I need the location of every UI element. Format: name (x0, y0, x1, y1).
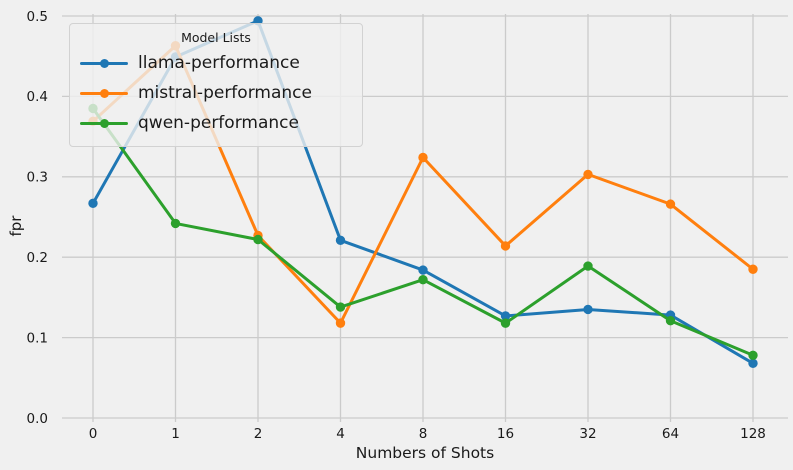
llama-performance-marker-0 (88, 198, 98, 209)
x-tick-label-0: 0 (89, 426, 98, 442)
mistral-performance-marker-64 (665, 199, 676, 209)
llama-performance-marker-128 (748, 358, 758, 369)
x-tick-label-2: 2 (254, 426, 263, 442)
qwen-performance-marker-64 (665, 316, 676, 326)
legend-item-llama: llama-performance (78, 48, 354, 78)
mistral-performance-marker-32 (583, 169, 593, 180)
qwen-performance-marker-16 (500, 318, 511, 328)
llama-performance-marker-8 (418, 265, 428, 275)
mistral-performance-marker-16 (500, 241, 511, 251)
x-axis-label: Numbers of Shots (355, 444, 495, 462)
x-tick-label-16: 16 (497, 426, 514, 442)
y-tick-label-0.2: 0.2 (27, 250, 48, 266)
mistral-performance-marker-4 (335, 318, 346, 328)
y-tick-label-0.5: 0.5 (27, 9, 48, 25)
legend-label-mistral: mistral-performance (138, 82, 312, 103)
x-tick-label-128: 128 (740, 426, 766, 442)
y-tick-label-0.3: 0.3 (27, 170, 48, 186)
mistral-performance-marker-8 (418, 152, 428, 163)
qwen-performance-marker-4 (335, 302, 346, 312)
legend-item-mistral: mistral-performance (78, 78, 354, 108)
qwen-performance-marker-1 (170, 218, 181, 229)
legend-item-qwen: qwen-performance (78, 108, 354, 138)
llama-performance-marker-32 (583, 304, 593, 315)
x-tick-label-1: 1 (171, 426, 180, 442)
legend-title: Model Lists (181, 30, 251, 45)
legend-label-llama: llama-performance (138, 52, 300, 73)
qwen-performance-marker-8 (418, 275, 428, 285)
qwen-performance-marker-128 (748, 350, 758, 360)
y-tick-label-0.1: 0.1 (27, 330, 48, 346)
x-tick-label-4: 4 (336, 426, 345, 442)
legend-marker-icon (99, 118, 109, 128)
qwen-performance-marker-2 (253, 234, 263, 245)
y-tick-label-0.0: 0.0 (27, 411, 48, 427)
x-tick-label-8: 8 (419, 426, 428, 442)
mistral-performance-marker-128 (748, 264, 758, 274)
qwen-performance-marker-32 (583, 261, 593, 271)
x-tick-label-64: 64 (662, 426, 679, 442)
y-tick-label-0.4: 0.4 (27, 89, 48, 105)
legend: Model Lists llama-performance mistral-pe… (69, 23, 363, 147)
legend-marker-icon (99, 88, 109, 98)
y-axis-label: fpr (7, 215, 25, 237)
legend-marker-icon (99, 58, 109, 68)
legend-label-qwen: qwen-performance (138, 112, 299, 133)
legend-line-marker-qwen (80, 118, 128, 128)
legend-line-marker-llama (80, 58, 128, 68)
llama-performance-marker-4 (335, 235, 346, 246)
x-tick-label-32: 32 (579, 426, 596, 442)
legend-line-marker-mistral (80, 88, 128, 98)
